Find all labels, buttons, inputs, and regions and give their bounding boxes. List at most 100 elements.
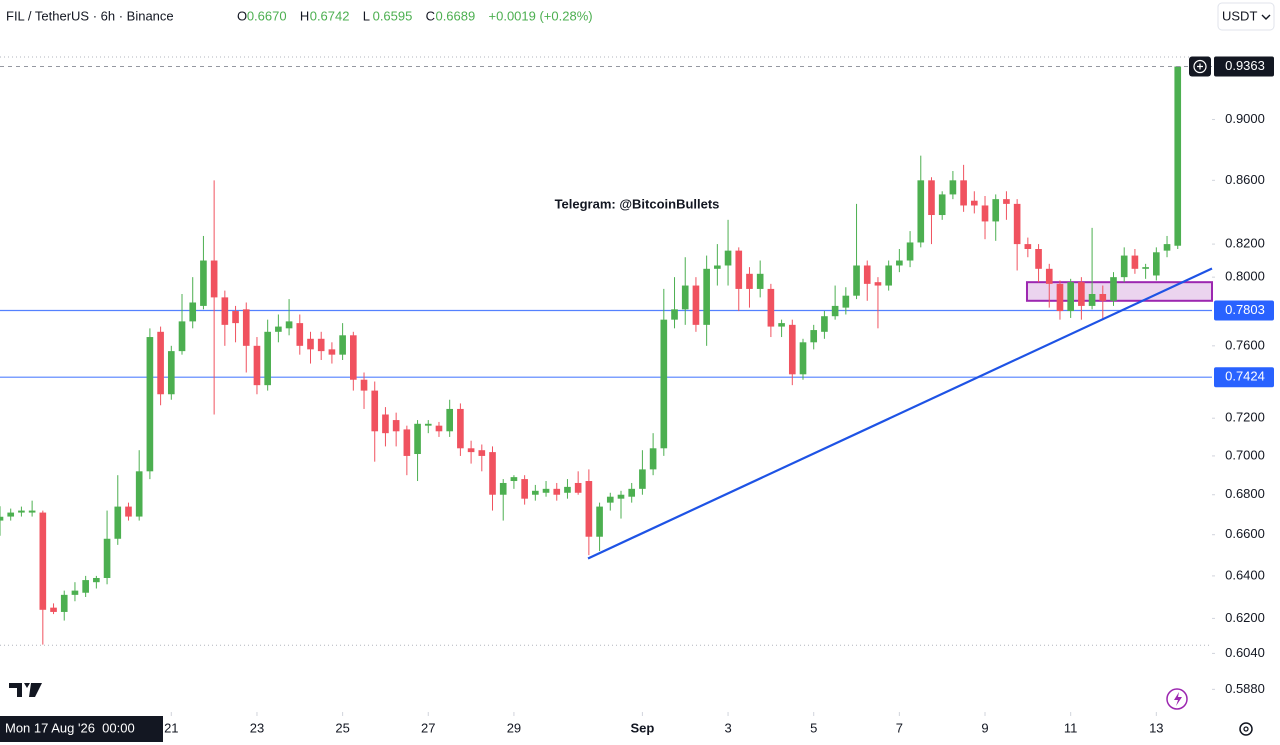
ohlc-key: C (426, 8, 435, 23)
candle-body (467, 448, 475, 453)
candle-body (403, 429, 411, 456)
candle-body (210, 260, 218, 298)
candle-body (135, 471, 143, 517)
candle-body (1003, 199, 1010, 204)
candle-body (1045, 268, 1053, 284)
x-tick-label: 21 (164, 720, 178, 735)
candle-body (1067, 282, 1074, 312)
candle-body (167, 351, 175, 395)
candle-body (628, 488, 636, 497)
candle-body (970, 200, 978, 206)
candle-body (125, 506, 132, 517)
settings-icon-core (1243, 726, 1249, 732)
y-tick-label: 0.7200 (1225, 410, 1265, 425)
y-tick-label: 0.9000 (1225, 111, 1265, 126)
candle-body (328, 349, 336, 355)
annotation: Telegram: @BitcoinBullets (555, 196, 720, 211)
settings-button[interactable] (1239, 722, 1253, 736)
candle-body (499, 482, 507, 495)
candle-body (1153, 252, 1160, 276)
candle-body (981, 205, 989, 222)
ohlc-key: O (237, 8, 247, 23)
ohlc-value: 0.6689 (435, 8, 475, 23)
candle-body (382, 414, 389, 434)
candle-body (392, 420, 400, 432)
candle-body (896, 260, 903, 266)
candle-body (788, 324, 796, 375)
tradingview-logo (9, 683, 42, 697)
crosshair-label: Mon 17 Aug '26 00:00 (5, 720, 135, 735)
candle-body (778, 323, 785, 327)
candle-body (350, 335, 357, 380)
settings-icon[interactable] (1239, 722, 1253, 736)
add-alert-button[interactable] (1189, 56, 1211, 77)
candle-body (1099, 293, 1107, 301)
lightning-circle[interactable] (1166, 688, 1188, 710)
candle-body (93, 577, 100, 583)
y-tick-label: 0.6600 (1225, 526, 1265, 541)
ohlc-value: 0.6742 (310, 8, 350, 23)
candle-body (842, 295, 850, 308)
x-tick-label: 29 (507, 720, 521, 735)
candle-body (885, 265, 892, 286)
lightning-button[interactable] (1166, 688, 1188, 710)
trendline (587, 267, 1213, 560)
candle-body (821, 316, 828, 332)
candle-body (60, 594, 68, 612)
candle-body (457, 408, 464, 449)
candle-body (564, 486, 571, 493)
candle-body (103, 538, 111, 578)
candle-body (767, 288, 775, 327)
candle-body (114, 506, 122, 539)
price-label-box (1214, 367, 1274, 388)
y-tick-label: 0.6040 (1225, 645, 1265, 660)
y-tick-label: 0.8000 (1225, 269, 1265, 284)
candle-body (1024, 244, 1032, 250)
candle-body (1013, 203, 1021, 245)
candle-body (232, 311, 239, 324)
ohlc-value: 0.6670 (247, 8, 287, 23)
candle-body (157, 331, 164, 395)
candle-body (1131, 255, 1139, 269)
candle-body (874, 282, 882, 286)
currency-button-box[interactable] (1217, 2, 1275, 31)
ohlc-value: 0.6595 (373, 8, 413, 23)
currency-button[interactable]: USDT (1217, 2, 1275, 31)
logo-shape (9, 683, 42, 697)
add-alert-plus (1197, 63, 1203, 70)
candle-body (1088, 293, 1096, 306)
candle-body (178, 321, 186, 352)
candle-body (863, 265, 871, 284)
candle-body (435, 425, 443, 432)
candle-body (7, 512, 15, 517)
price-label-box (1214, 56, 1274, 77)
candle-body (478, 450, 486, 456)
candle-body (585, 481, 593, 537)
candle-body (681, 285, 689, 310)
candle-body (446, 408, 454, 432)
candle-body (307, 338, 314, 350)
candle-body (1142, 267, 1149, 269)
candle-body (0, 516, 4, 521)
candle-body (532, 490, 539, 495)
crosshair-label-box (0, 716, 163, 742)
y-tick-label: 0.6400 (1225, 567, 1265, 582)
candle-body (1056, 283, 1064, 312)
candle-body (264, 331, 271, 386)
candle-body (414, 423, 421, 455)
lightning-icon (1174, 692, 1182, 706)
add-alert-icon (1193, 59, 1207, 74)
candle-body (1163, 244, 1171, 251)
candle-body (1174, 66, 1182, 246)
candle-body (949, 180, 957, 195)
candle-body (489, 452, 496, 495)
y-tick-label: 0.7600 (1225, 337, 1265, 352)
candle-body (339, 335, 346, 355)
ohlc-key: H (300, 8, 309, 23)
candle-body (810, 330, 818, 343)
currency-label[interactable]: USDT (1222, 8, 1257, 23)
candle-body (992, 199, 1000, 222)
price-label: 0.9363 (1225, 58, 1265, 73)
y-tick-label: 0.6800 (1225, 486, 1265, 501)
